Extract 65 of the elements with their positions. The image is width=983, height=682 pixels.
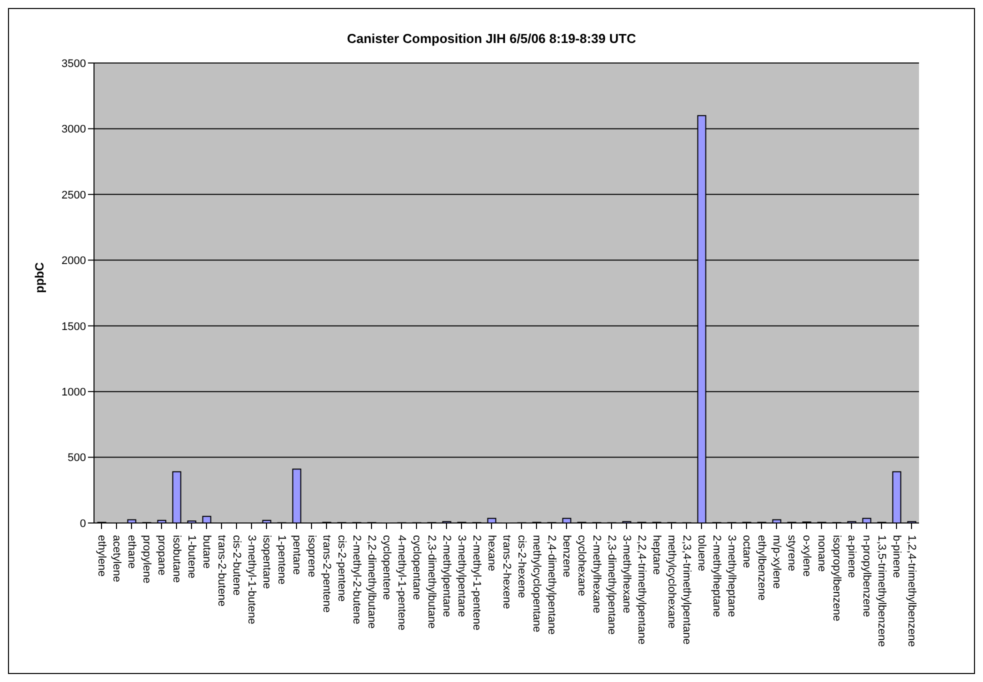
- x-tick-label: 2,2,4-trimethylpentane: [636, 535, 648, 644]
- x-tick-label: isopropylbenzene: [830, 535, 842, 622]
- x-tick-label: ethylbenzene: [756, 535, 768, 600]
- x-tick-label: 2,2-dimethylbutane: [366, 535, 378, 629]
- x-tick-label: 1,3,5-trimethylbenzene: [876, 535, 888, 647]
- x-tick-label: 3-methylhexane: [620, 535, 632, 614]
- x-tick-label: propane: [156, 535, 168, 576]
- y-tick-label: 0: [80, 518, 86, 530]
- x-tick-label: cyclopentene: [380, 535, 392, 600]
- y-tick-label: 1000: [62, 386, 86, 398]
- x-tick-label: isopentane: [260, 535, 272, 589]
- x-tick-label: 2-methyl-1-pentene: [470, 535, 482, 630]
- x-tick-label: trans-2-butene: [216, 535, 228, 607]
- x-tick-label: 3-methylheptane: [726, 535, 738, 617]
- y-tick-label: 500: [68, 452, 86, 464]
- x-tick-label: ethane: [126, 535, 138, 569]
- y-tick-label: 2000: [62, 255, 86, 268]
- x-tick-label: 2,4-dimethylpentane: [546, 535, 558, 635]
- x-tick-label: propylene: [140, 535, 152, 584]
- x-tick-label: 1-butene: [186, 535, 198, 578]
- x-tick-label: a-pinene: [846, 535, 858, 578]
- x-tick-label: pentane: [290, 535, 302, 575]
- x-tick-label: cis-2-butene: [230, 535, 242, 596]
- x-tick-label: 2,3-dimethylbutane: [426, 535, 438, 629]
- x-tick-label: trans-2-pentene: [320, 535, 332, 613]
- x-tick-label: 3-methylpentane: [456, 535, 468, 617]
- x-tick-label: ethylene: [96, 535, 108, 577]
- y-tick-label: 2500: [62, 189, 86, 202]
- x-tick-label: 1,2,4-trimethylbenzene: [906, 535, 918, 647]
- x-tick-label: 2-methyl-2-butene: [350, 535, 362, 624]
- x-tick-label: toluene: [696, 535, 708, 572]
- y-tick-label: 3000: [62, 124, 86, 136]
- y-tick-label: 3500: [62, 58, 86, 70]
- x-tick-label: 1-pentene: [276, 535, 288, 585]
- x-tick-label: benzene: [560, 535, 572, 578]
- x-tick-label: m/p-xylene: [770, 535, 782, 589]
- y-axis-title: ppbC: [32, 262, 46, 293]
- x-tick-label: methylcyclopentane: [530, 535, 542, 632]
- x-tick-label: o-xylene: [800, 535, 812, 577]
- x-tick-label: nonane: [816, 535, 828, 572]
- x-tick-label: isobutane: [170, 535, 182, 583]
- x-tick-label: styrene: [786, 535, 798, 572]
- x-tick-label: 2-methylhexane: [590, 535, 602, 614]
- x-tick-label: 2,3-dimethylpentane: [606, 535, 618, 635]
- x-tick-label: heptane: [650, 535, 662, 575]
- x-tick-label: cyclopentane: [410, 535, 422, 600]
- x-tick-label: cis-2-hexene: [516, 535, 528, 598]
- x-tick-label: isoprene: [306, 535, 318, 578]
- x-tick-label: octane: [740, 535, 752, 568]
- x-tick-label: 4-methyl-1-pentene: [396, 535, 408, 630]
- x-tick-label: cis-2-pentene: [336, 535, 348, 602]
- x-tick-label: b-pinene: [890, 535, 902, 578]
- x-tick-label: 3-methyl-1-butene: [246, 535, 258, 624]
- x-tick-label: butane: [200, 535, 212, 569]
- x-tick-label: 2,3,4-trimethylpentane: [680, 535, 692, 644]
- x-tick-label: hexane: [486, 535, 498, 572]
- y-tick-label: 1500: [62, 320, 86, 333]
- x-tick-label: methylcyclohexane: [666, 535, 678, 629]
- x-tick-label: acetylene: [110, 535, 122, 582]
- x-tick-label: n-propylbenzene: [860, 535, 872, 617]
- chart-title: Canister Composition JIH 6/5/06 8:19-8:39 UTC: [346, 31, 637, 46]
- x-tick-label: cyclohexane: [576, 535, 588, 596]
- x-tick-label: trans-2-hexene: [500, 535, 512, 609]
- x-tick-label: 2-methylheptane: [710, 535, 722, 617]
- x-tick-label: 2-methylpentane: [440, 535, 452, 617]
